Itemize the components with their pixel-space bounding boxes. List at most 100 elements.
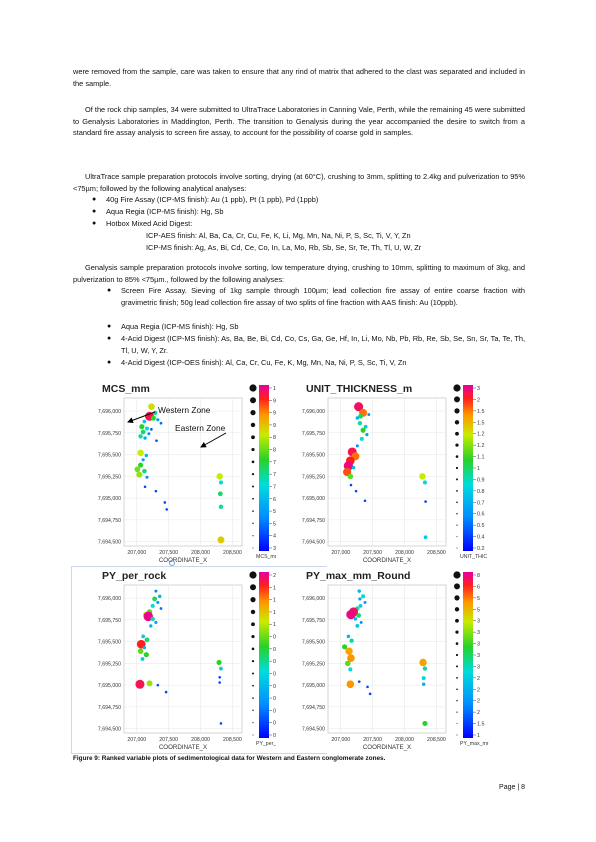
y-tick-label: 7,694,750 xyxy=(302,518,325,524)
legend-size-marker xyxy=(251,447,255,452)
data-point xyxy=(359,620,363,624)
y-tick-label: 7,694,750 xyxy=(98,518,121,524)
y-tick-label: 7,695,750 xyxy=(98,431,121,437)
y-tick-label: 7,695,750 xyxy=(302,618,325,624)
legend-size-marker xyxy=(252,697,254,699)
eastern-zone-label: Eastern Zone xyxy=(175,423,226,433)
data-point xyxy=(421,676,426,681)
legend-size-marker xyxy=(250,597,256,603)
x-tick-label: 208,000 xyxy=(395,550,414,556)
x-tick-label: 207,000 xyxy=(331,550,350,556)
data-point xyxy=(152,596,158,602)
list-item: ● Hotbox Mixed Acid Digest: xyxy=(92,219,193,228)
data-point xyxy=(145,475,149,479)
data-point xyxy=(363,424,368,429)
legend-title: PY_max_mr xyxy=(460,741,489,747)
legend-label: 6 xyxy=(477,584,480,590)
western-zone-arrow xyxy=(127,411,156,424)
legend-size-marker xyxy=(455,455,459,458)
data-point xyxy=(421,682,426,686)
legend-size-marker xyxy=(455,618,459,623)
legend-size-marker xyxy=(252,485,254,488)
chart-panel-py-max: PY_max_mm_Round 7,696,000 7,695,750 7,695,5… xyxy=(276,567,530,753)
data-point xyxy=(365,432,369,437)
legend-label: 2 xyxy=(477,699,480,705)
data-point xyxy=(351,465,356,470)
data-point xyxy=(164,690,168,694)
y-tick-label: 7,694,500 xyxy=(98,727,121,733)
data-point xyxy=(219,722,223,725)
y-tick-label: 7,694,750 xyxy=(302,705,325,711)
legend-label: 1.2 xyxy=(477,443,485,449)
legend-size-marker xyxy=(454,420,460,425)
data-point xyxy=(148,403,155,411)
data-point xyxy=(422,666,428,671)
data-point xyxy=(137,648,144,654)
x-tick-label: 208,000 xyxy=(191,550,210,556)
data-point xyxy=(143,485,147,489)
legend-color-bar xyxy=(259,385,269,551)
data-point xyxy=(146,680,153,687)
data-point xyxy=(150,603,155,608)
data-point xyxy=(155,439,158,442)
data-point xyxy=(154,489,158,493)
data-point xyxy=(142,419,147,424)
legend-label: 0.2 xyxy=(477,546,485,552)
legend-size-marker xyxy=(250,410,256,416)
data-point xyxy=(217,536,225,544)
data-point xyxy=(357,589,361,593)
legend-title: UNIT_THIC xyxy=(460,554,487,560)
data-point xyxy=(367,413,371,417)
data-point xyxy=(134,466,141,473)
data-point xyxy=(363,499,367,503)
data-point xyxy=(218,681,221,684)
legend-label: 1.5 xyxy=(477,409,485,415)
y-tick-label: 7,695,500 xyxy=(302,640,325,646)
legend-size-marker xyxy=(252,672,254,675)
data-point xyxy=(219,666,223,671)
data-point xyxy=(358,413,363,419)
y-tick-label: 7,696,000 xyxy=(98,596,121,602)
data-point xyxy=(153,410,158,415)
data-point xyxy=(159,421,163,425)
list-item: ● Screen Fire Assay. Sieving of 1kg sampl… xyxy=(107,286,525,307)
legend-label: 3 xyxy=(477,386,480,392)
data-point xyxy=(137,449,144,457)
legend-label: 1.1 xyxy=(477,455,485,461)
list-item: ● Aqua Regia (ICP-MS finish): Hg, Sb xyxy=(92,207,224,216)
data-point xyxy=(216,659,222,666)
data-point xyxy=(360,427,366,433)
legend-size-marker xyxy=(456,676,458,679)
page-number: Page | 8 xyxy=(499,784,525,791)
legend-size-marker xyxy=(456,536,458,538)
legend-label: 1.2 xyxy=(477,432,485,438)
data-point xyxy=(144,426,149,431)
data-point xyxy=(142,645,147,650)
y-tick-label: 7,695,500 xyxy=(98,453,121,459)
x-tick-label: 208,500 xyxy=(427,737,446,743)
legend-size-marker xyxy=(252,522,254,525)
data-point xyxy=(358,597,362,601)
data-point xyxy=(156,683,160,687)
legend-label: 0.6 xyxy=(477,512,485,518)
panel-handle xyxy=(169,560,175,566)
legend-size-marker xyxy=(455,653,459,657)
data-point xyxy=(342,644,348,650)
chart-py-max: PY_max_mm_Round 7,696,000 7,695,750 7,695,5… xyxy=(302,570,489,751)
legend-size-marker xyxy=(456,513,458,515)
data-point xyxy=(422,720,428,727)
data-point xyxy=(218,504,224,510)
legend-size-marker xyxy=(455,443,459,447)
data-point xyxy=(150,415,156,421)
chart-title: UNIT_THICKNESS_m xyxy=(306,383,412,395)
list-item: ● Aqua Regia (ICP-MS finish): Hg, Sb xyxy=(107,322,239,331)
y-tick-label: 7,694,500 xyxy=(302,727,325,733)
paragraph-intro: were removed from the sample, care was t… xyxy=(73,67,525,88)
legend-size-marker xyxy=(250,397,256,404)
figure-caption: Figure 9: Ranked variable plots of sedim… xyxy=(73,755,386,762)
data-point xyxy=(135,679,145,689)
legend-title: PY_per_rock xyxy=(256,741,286,747)
data-point xyxy=(138,434,143,439)
legend-size-marker xyxy=(251,622,255,627)
legend-size-marker xyxy=(454,408,460,414)
